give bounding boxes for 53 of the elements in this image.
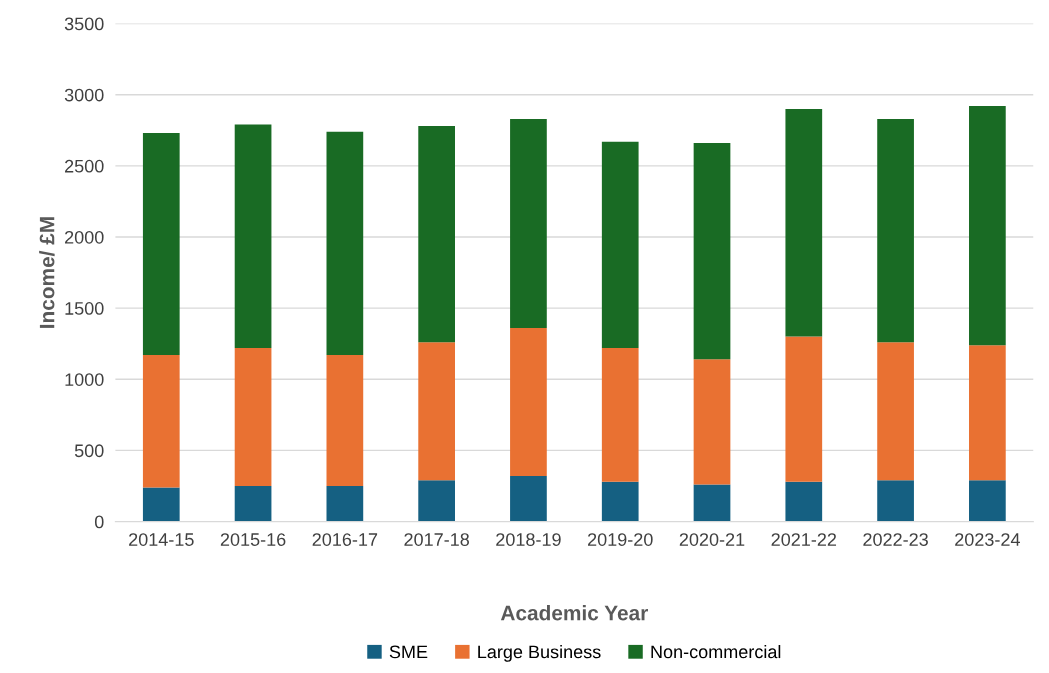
bar (326, 355, 364, 486)
bar (785, 108, 823, 337)
bar (969, 345, 1006, 481)
bar (418, 480, 455, 522)
x-tick-label: 2016-17 (312, 533, 378, 546)
y-axis-title: Income/ £M (39, 217, 55, 328)
bar (510, 328, 547, 477)
x-tick-label: 2022-23 (863, 533, 928, 546)
bar (601, 481, 639, 522)
y-tick-label: 1000 (65, 373, 104, 386)
x-tick-label: 2014-15 (129, 533, 194, 546)
bar (693, 143, 731, 360)
x-tick-label: 2020-21 (679, 533, 745, 546)
bar (510, 476, 547, 522)
y-tick-label: 3500 (64, 17, 104, 31)
x-tick-label: 2017-18 (404, 533, 469, 546)
bar (326, 486, 364, 522)
x-tick-label: 2023-24 (955, 533, 1020, 546)
bar (510, 118, 547, 329)
bar (234, 486, 272, 522)
bar (693, 359, 731, 485)
x-tick-label: 2021-22 (771, 533, 837, 546)
bar (142, 355, 180, 488)
bar (326, 131, 364, 356)
y-tick-label: 2500 (65, 159, 104, 173)
y-tick-label: 500 (74, 444, 104, 458)
bar (877, 118, 914, 343)
bar (418, 342, 455, 481)
bar (418, 126, 455, 343)
bar (877, 480, 914, 522)
x-axis-title: Academic Year (500, 605, 648, 621)
bar (142, 487, 180, 522)
x-tick-label: 2015-16 (220, 533, 286, 546)
bar (969, 106, 1006, 346)
x-tick-label: 2018-19 (496, 533, 561, 546)
legend-label: SME (389, 645, 428, 659)
bar (785, 481, 823, 522)
bar (601, 347, 639, 482)
bar (142, 133, 180, 356)
bar (785, 336, 823, 482)
y-tick-label: 3000 (64, 88, 104, 102)
x-tick-label: 2019-20 (588, 533, 653, 546)
bar (234, 124, 272, 348)
y-tick-label: 0 (94, 515, 104, 529)
bar (601, 141, 639, 348)
legend-label: Non-commercial (651, 645, 781, 659)
y-tick-label: 2000 (65, 230, 104, 244)
bar (234, 347, 272, 486)
bar (969, 480, 1006, 522)
legend-label: Large Business (478, 645, 601, 662)
bar (693, 484, 731, 522)
bar (877, 342, 914, 481)
y-tick-label: 1500 (65, 302, 104, 315)
